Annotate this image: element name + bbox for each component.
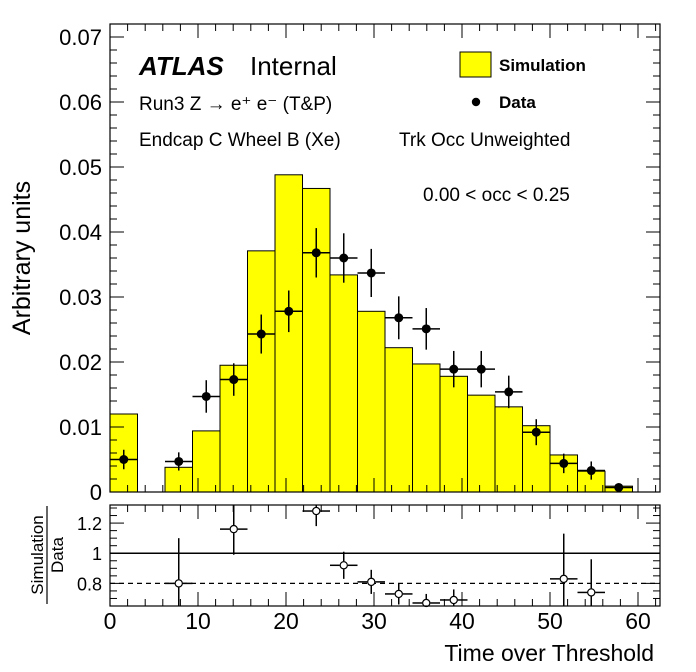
simulation-bar [274, 174, 303, 493]
data-point [394, 313, 404, 323]
simulation-bar [384, 347, 413, 493]
simulation-bar [494, 406, 523, 493]
main-y-tick-label: 0.02 [59, 350, 102, 375]
ratio-point [174, 579, 183, 588]
simulation-bar [192, 430, 221, 493]
ratio-point [449, 595, 458, 605]
x-axis-label: Time over Threshold [444, 640, 654, 666]
data-point [559, 458, 569, 468]
main-y-tick-label: 0.06 [59, 90, 102, 115]
data-point [586, 466, 596, 476]
data-points [110, 228, 633, 492]
main-y-tick-label: 0.04 [59, 220, 102, 245]
data-point [449, 364, 459, 374]
x-tick-label: 10 [185, 608, 211, 634]
legend-simulation-swatch [459, 51, 492, 78]
ratio-pad: 0.8 1 1.2 0 10 20 30 40 50 60 Simulation Data Ti… [28, 504, 661, 666]
data-point [614, 482, 624, 492]
ratio-point [559, 574, 568, 584]
region-label: Endcap C Wheel B (Xe) [139, 130, 341, 151]
simulation-histogram [109, 174, 633, 493]
ratio-ticks [109, 505, 660, 606]
ratio-point [339, 561, 348, 570]
simulation-bar [412, 363, 441, 493]
weighting-label: Trk Occ Unweighted [399, 130, 570, 151]
ratio-point [312, 506, 321, 516]
data-point [339, 253, 349, 263]
simulation-bar [439, 375, 468, 493]
main-y-tick-label: 0.07 [59, 25, 102, 50]
x-tick-label: 60 [625, 608, 651, 634]
main-y-tick-labels: 0 0.01 0.02 0.03 0.04 0.05 0.06 0.07 [59, 25, 102, 505]
occupancy-range-label: 0.00 < occ < 0.25 [423, 185, 570, 206]
ratio-point [394, 589, 403, 599]
ratio-points [165, 505, 605, 608]
data-point [284, 306, 294, 316]
main-y-tick-label: 0.03 [59, 285, 102, 310]
simulation-bar [247, 250, 276, 493]
x-tick-label: 0 [104, 608, 117, 634]
ratio-y-tick-label: 0.8 [77, 574, 102, 594]
ratio-point [367, 577, 376, 587]
data-point [421, 324, 431, 334]
data-point [504, 387, 514, 397]
ratio-reference-lines [110, 552, 660, 584]
main-y-tick-label: 0.01 [59, 415, 102, 440]
x-tick-label: 40 [449, 608, 475, 634]
simulation-bar [329, 274, 358, 493]
main-pad: 0 0.01 0.02 0.03 0.04 0.05 0.06 0.07 Arbitrary … [8, 23, 661, 505]
ratio-point [587, 588, 596, 597]
atlas-label: ATLAS [138, 51, 224, 81]
ratio-y-tick-labels: 0.8 1 1.2 [77, 514, 102, 594]
main-y-tick-label: 0 [90, 480, 102, 505]
data-point [256, 329, 266, 339]
atlas-internal-label: Internal [250, 51, 337, 81]
simulation-bar [164, 466, 193, 493]
data-point [229, 375, 239, 385]
legend-data-label: Data [499, 93, 536, 112]
legend-data-marker [471, 97, 481, 107]
ratio-y-tick-label: 1 [92, 544, 102, 564]
data-point [311, 248, 321, 258]
main-y-tick-label: 0.05 [59, 155, 102, 180]
x-tick-label: 20 [273, 608, 299, 634]
legend-simulation-label: Simulation [499, 56, 586, 75]
data-point [531, 427, 541, 437]
main-frame [109, 23, 661, 493]
ratio-label-denominator: Data [48, 537, 67, 573]
ratio-y-tick-label: 1.2 [77, 514, 102, 534]
data-point [174, 456, 184, 466]
data-point [366, 268, 376, 278]
process-label: Run3 Z → e⁺ e⁻ (T&P) [139, 94, 332, 115]
ratio-frame [109, 504, 661, 607]
data-point [201, 391, 211, 401]
ratio-point [229, 524, 238, 534]
x-tick-label: 30 [361, 608, 387, 634]
data-point [119, 455, 129, 464]
x-tick-labels: 0 10 20 30 40 50 60 [104, 608, 651, 634]
legend: Simulation Data [459, 51, 586, 112]
ratio-label-numerator: Simulation [28, 515, 47, 594]
x-tick-label: 50 [537, 608, 563, 634]
simulation-bar [357, 310, 386, 493]
main-ticks [109, 23, 660, 493]
data-point [476, 364, 486, 374]
y-axis-label: Arbitrary units [8, 181, 36, 335]
simulation-bar [467, 394, 496, 493]
